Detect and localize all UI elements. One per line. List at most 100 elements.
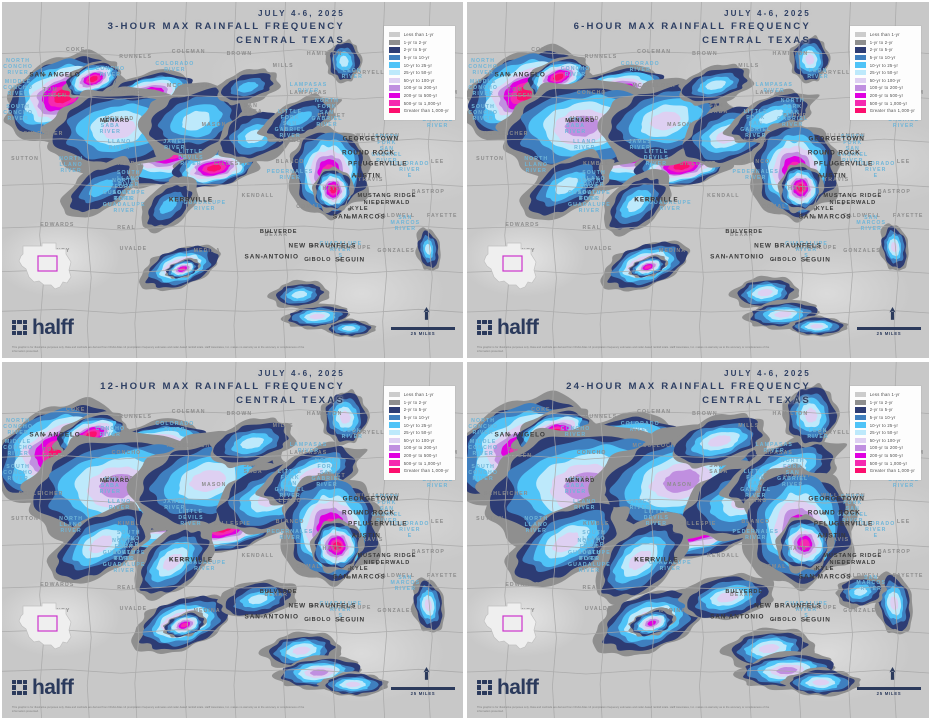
legend-label: 200-yr to 500-yr	[869, 453, 904, 459]
panel-region: CENTRAL TEXAS	[236, 394, 345, 406]
city-dot	[841, 201, 844, 205]
legend-row[interactable]: 50-yr to 100-yr	[854, 77, 915, 85]
legend-row[interactable]: 50-yr to 100-yr	[854, 437, 915, 445]
city-dot	[568, 480, 572, 483]
legend-label: Greater than 1,000-yr	[869, 468, 915, 474]
city-dot	[311, 604, 314, 608]
legend-label: 50-yr to 100-yr	[869, 77, 901, 83]
halff-logo[interactable]: halff	[12, 317, 74, 338]
legend-row[interactable]: 200-yr to 500-yr	[388, 452, 449, 460]
frequency-legend[interactable]: Less than 1-yr 1-yr to 2-yr 2-yr to 5-yr 5-…	[383, 386, 455, 480]
legend-row[interactable]: 100-yr to 200-yr	[854, 444, 915, 452]
legend-swatch	[854, 100, 866, 106]
legend-row[interactable]: Less than 1-yr	[854, 391, 915, 399]
frequency-legend[interactable]: Less than 1-yr 1-yr to 2-yr 2-yr to 5-yr 5-…	[849, 26, 921, 120]
legend-row[interactable]: 1-yr to 2-yr	[388, 399, 449, 407]
legend-row[interactable]: 2-yr to 5-yr	[854, 406, 915, 414]
legend-label: Greater than 1,000-yr	[403, 468, 449, 474]
legend-row[interactable]: Greater than 1,000-yr	[388, 467, 449, 475]
panel-date: JULY 4-6, 2025	[257, 369, 345, 378]
city-dot	[841, 194, 844, 198]
city-dot	[772, 618, 775, 622]
legend-row[interactable]: 25-yr to 50-yr	[388, 429, 449, 437]
legend-label: Less than 1-yr	[403, 32, 434, 38]
legend-swatch	[388, 468, 400, 474]
legend-row[interactable]: 500-yr to 1,000-yr	[388, 99, 449, 107]
legend-row[interactable]: 50-yr to 100-yr	[388, 77, 449, 85]
legend-row[interactable]: Greater than 1,000-yr	[854, 467, 915, 475]
map-panel-p3[interactable]: COKE RUNNELS COLEMAN BROWN MILLS HAMILTON CORY…	[0, 360, 465, 720]
legend-row[interactable]: 200-yr to 500-yr	[854, 92, 915, 100]
halff-logo[interactable]: halff	[12, 677, 74, 698]
legend-row[interactable]: Less than 1-yr	[388, 31, 449, 39]
city-dot	[260, 615, 263, 618]
legend-row[interactable]: 5-yr to 10-yr	[388, 54, 449, 62]
legend-swatch	[854, 437, 866, 444]
legend-row[interactable]: Greater than 1,000-yr	[388, 107, 449, 115]
halff-grid-icon	[12, 680, 27, 695]
legend-swatch	[854, 407, 866, 413]
legend-label: 100-yr to 200-yr	[403, 445, 438, 451]
legend-row[interactable]: 500-yr to 1,000-yr	[388, 459, 449, 467]
legend-label: 10-yr to 25-yr	[403, 62, 433, 68]
legend-row[interactable]: 1-yr to 2-yr	[854, 39, 915, 47]
legend-row[interactable]: 2-yr to 5-yr	[854, 46, 915, 54]
legend-row[interactable]: 1-yr to 2-yr	[854, 399, 915, 407]
legend-row[interactable]: 5-yr to 10-yr	[854, 414, 915, 422]
city-dot	[311, 244, 314, 248]
city-dot	[375, 194, 378, 198]
legend-row[interactable]: 1-yr to 2-yr	[388, 39, 449, 47]
city-dot	[375, 561, 378, 565]
legend-row[interactable]: 10-yr to 25-yr	[854, 421, 915, 429]
legend-row[interactable]: Less than 1-yr	[388, 391, 449, 399]
legend-row[interactable]: 25-yr to 50-yr	[854, 69, 915, 77]
panel-title-block: JULY 4-6, 2025 12-HOUR MAX RAINFALL FREQU…	[100, 368, 345, 408]
legend-row[interactable]: 2-yr to 5-yr	[388, 46, 449, 54]
legend-row[interactable]: 10-yr to 25-yr	[388, 421, 449, 429]
legend-row[interactable]: 100-yr to 200-yr	[854, 84, 915, 92]
map-panel-p4[interactable]: COKE RUNNELS COLEMAN BROWN MILLS HAMILTON CORY…	[465, 360, 931, 720]
legend-row[interactable]: 25-yr to 50-yr	[854, 429, 915, 437]
county-boundaries	[467, 362, 929, 718]
legend-row[interactable]: 200-yr to 500-yr	[854, 452, 915, 460]
legend-row[interactable]: 50-yr to 100-yr	[388, 437, 449, 445]
legend-row[interactable]: 25-yr to 50-yr	[388, 69, 449, 77]
panel-heading: 12-HOUR MAX RAINFALL FREQUENCY	[100, 380, 345, 392]
map-panel-p1[interactable]: COKE RUNNELS COLEMAN BROWN MILLS HAMILTON CORY…	[0, 0, 465, 360]
city-dot	[306, 618, 309, 622]
legend-swatch	[388, 452, 400, 459]
legend-row[interactable]: 500-yr to 1,000-yr	[854, 99, 915, 107]
legend-row[interactable]: 10-yr to 25-yr	[388, 61, 449, 69]
map-panel-p2[interactable]: COKE RUNNELS COLEMAN BROWN MILLS HAMILTON CORY…	[465, 0, 931, 360]
legend-row[interactable]: 200-yr to 500-yr	[388, 92, 449, 100]
legend-row[interactable]: 5-yr to 10-yr	[388, 414, 449, 422]
city-dot	[179, 198, 183, 201]
halff-logo[interactable]: halff	[477, 677, 539, 698]
legend-row[interactable]: 100-yr to 200-yr	[388, 84, 449, 92]
scale-bar: 25 MILES	[857, 327, 921, 336]
legend-row[interactable]: Less than 1-yr	[854, 31, 915, 39]
legend-swatch	[854, 468, 866, 474]
disclaimer-text: This graphic is for illustrative purpose…	[477, 706, 770, 714]
legend-row[interactable]: 2-yr to 5-yr	[388, 406, 449, 414]
city-dot	[359, 497, 362, 501]
scale-bar-line	[391, 327, 455, 330]
legend-swatch	[388, 108, 400, 114]
legend-swatch	[854, 85, 866, 91]
scale-bar-label: 25 MILES	[410, 691, 436, 696]
scale-bar-label: 25 MILES	[876, 691, 902, 696]
frequency-legend[interactable]: Less than 1-yr 1-yr to 2-yr 2-yr to 5-yr 5-…	[849, 386, 921, 480]
city-dot	[260, 255, 263, 258]
scale-bar-line	[391, 687, 455, 690]
legend-row[interactable]: 10-yr to 25-yr	[854, 61, 915, 69]
legend-row[interactable]: 100-yr to 200-yr	[388, 444, 449, 452]
legend-row[interactable]: 500-yr to 1,000-yr	[854, 459, 915, 467]
legend-row[interactable]: Greater than 1,000-yr	[854, 107, 915, 115]
legend-row[interactable]: 5-yr to 10-yr	[854, 54, 915, 62]
city-dot	[103, 480, 106, 483]
frequency-legend[interactable]: Less than 1-yr 1-yr to 2-yr 2-yr to 5-yr 5-…	[383, 26, 455, 120]
halff-logo[interactable]: halff	[477, 317, 539, 338]
panel-date: JULY 4-6, 2025	[723, 9, 811, 18]
city-dot	[347, 576, 351, 579]
